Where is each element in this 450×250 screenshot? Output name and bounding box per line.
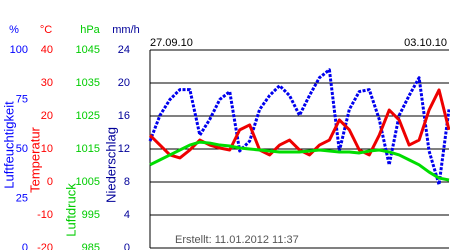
y-tick-label: 25: [16, 192, 28, 204]
y-tick-label: 0: [47, 176, 53, 188]
y-tick-label: 0: [22, 242, 28, 250]
y-tick-label: 24: [118, 44, 130, 56]
y-tick-label: 40: [41, 44, 53, 56]
y-tick-label: 4: [124, 209, 130, 221]
y-tick-label: -10: [37, 209, 53, 221]
axis-unit: mm/h: [112, 24, 140, 36]
y-tick-label: 1005: [76, 176, 100, 188]
y-tick-label: 8: [124, 176, 130, 188]
y-tick-label: 995: [82, 209, 100, 221]
y-tick-label: 12: [118, 143, 130, 155]
y-tick-label: 10: [41, 143, 53, 155]
axis-unit: hPa: [80, 24, 100, 36]
y-tick-label: 20: [41, 110, 53, 122]
y-tick-label: 16: [118, 110, 130, 122]
series-line: [148, 88, 450, 160]
y-tick-label: 30: [41, 77, 53, 89]
y-tick-label: 985: [82, 242, 100, 250]
series-line: [148, 68, 450, 187]
axis-title: Luftfeuchtigkeit: [1, 101, 16, 189]
y-tick-label: 1025: [76, 110, 100, 122]
y-tick-label: 50: [16, 143, 28, 155]
axis-unit: °C: [40, 24, 52, 36]
y-tick-label: 100: [10, 44, 28, 56]
y-tick-label: 75: [16, 93, 28, 105]
y-tick-label: 20: [118, 77, 130, 89]
y-tick-label: 0: [124, 242, 130, 250]
y-tick-label: 1035: [76, 77, 100, 89]
end-date: 03.10.10: [404, 37, 447, 49]
y-tick-label: 1045: [76, 44, 100, 56]
series-line: [149, 140, 450, 182]
y-tick-label: -20: [37, 242, 53, 250]
start-date: 27.09.10: [150, 37, 193, 49]
y-tick-label: 1015: [76, 143, 100, 155]
axis-title: Luftdruck: [63, 183, 78, 237]
axis-title: Temperatur: [27, 126, 42, 192]
axis-title: Niederschlag: [103, 127, 118, 203]
footer: Erstellt: 11.01.2012 11:37: [175, 234, 299, 246]
axis-unit: %: [9, 24, 19, 36]
